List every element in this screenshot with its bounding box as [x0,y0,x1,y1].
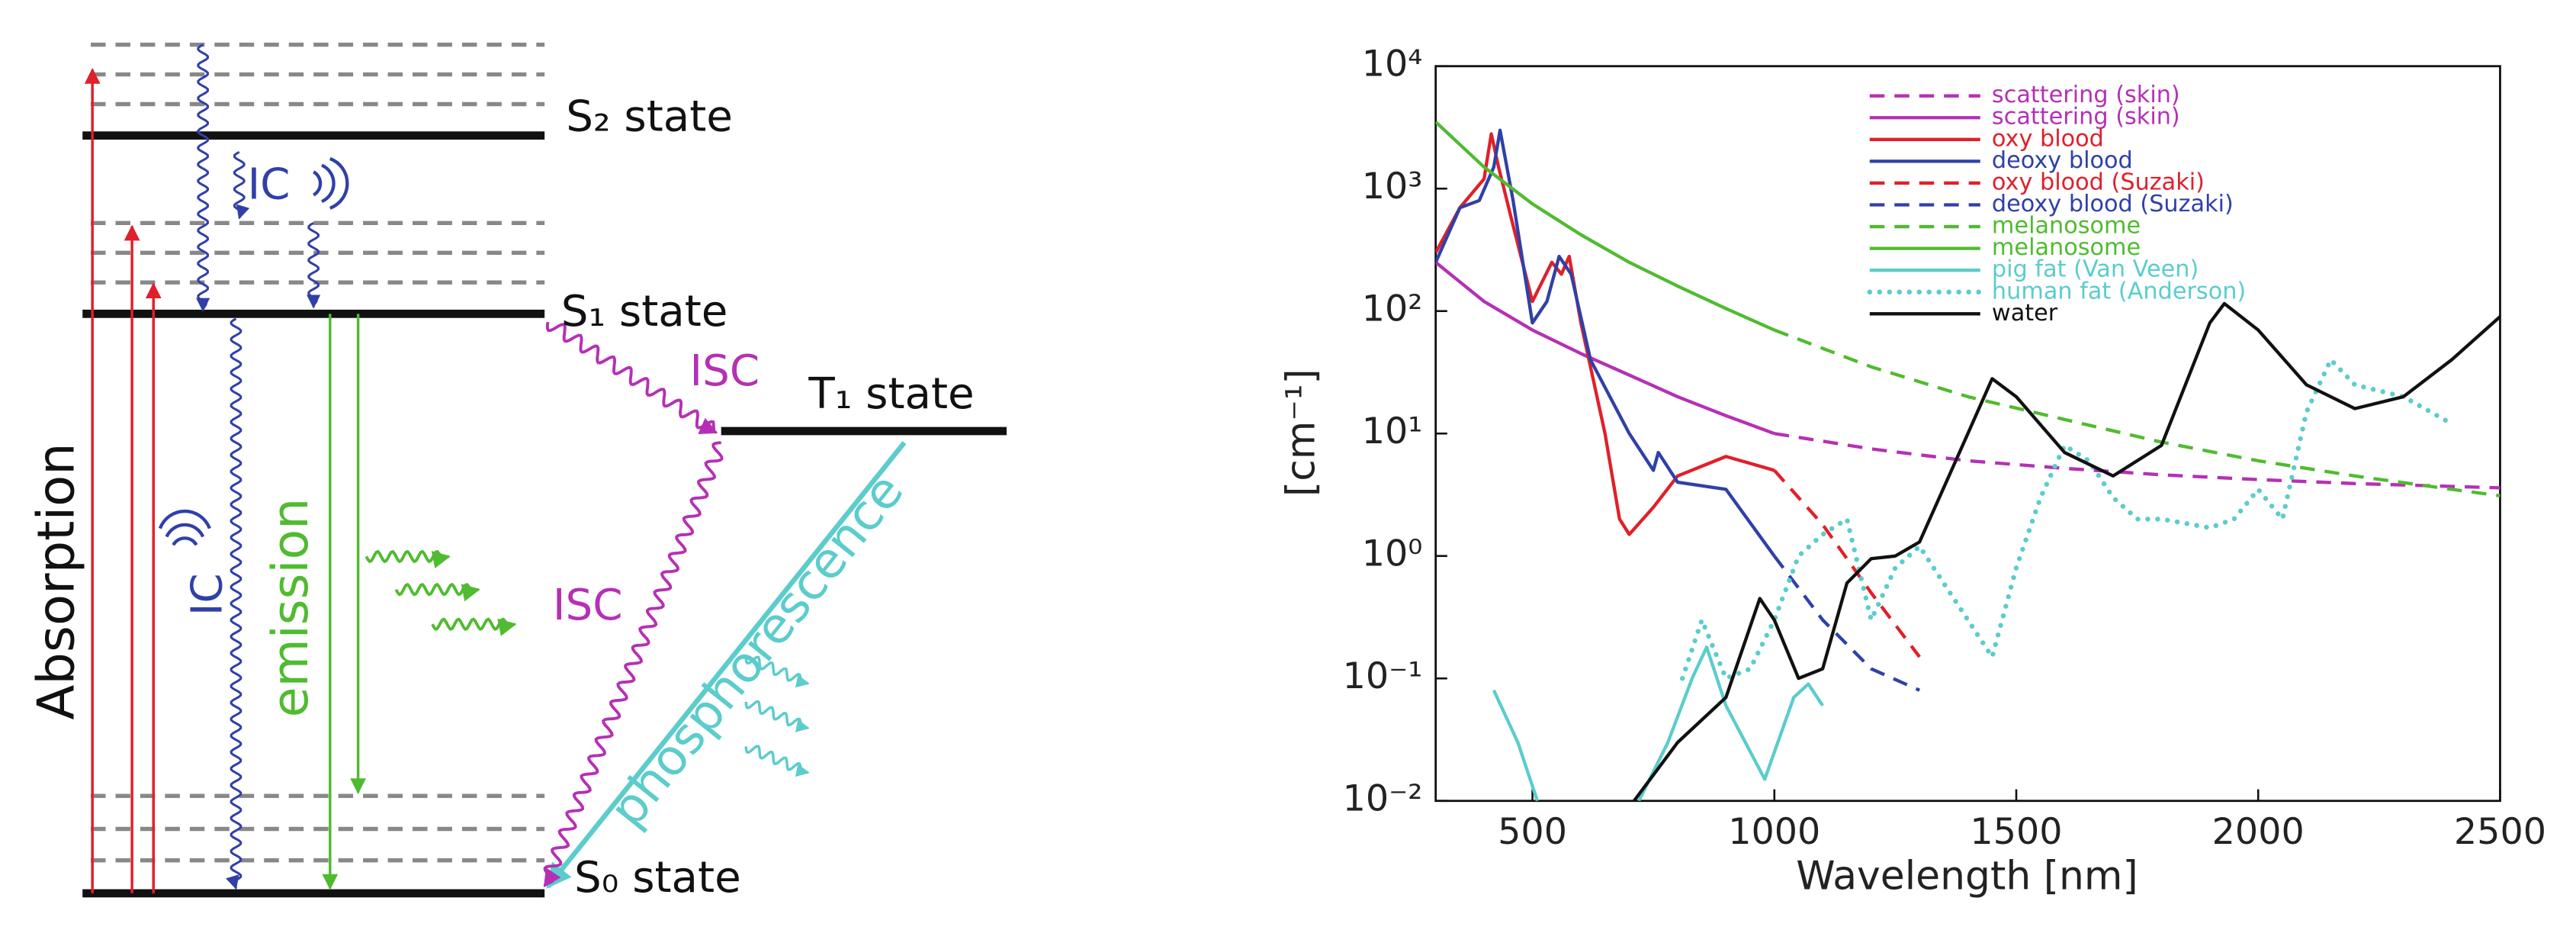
process-label: phosphorescence [599,463,914,838]
y-tick-label: 10² [1362,288,1423,330]
series-line [1435,261,1775,436]
y-axis-label: [cm⁻¹] [1279,369,1325,497]
wavy-arrow [196,43,210,312]
series-line [1773,555,1921,692]
wavy-arrow [744,655,810,688]
process-label: IC [182,573,232,616]
legend-label: melanosome [1992,213,2141,240]
x-axis-label: Wavelength [nm] [1796,853,2138,899]
legend-label: water [1992,300,2058,327]
legend-label: deoxy blood (Suzaki) [1992,191,2234,217]
legend-label: pig fat (Van Veen) [1992,256,2199,283]
emission-arrows [322,314,366,890]
series-line [1679,357,2455,681]
series-line [1435,128,1776,558]
vibrational-levels [91,42,545,863]
series-line [1633,301,2501,801]
wavy-arrow [431,617,517,636]
x-tick-label: 2500 [2454,811,2546,853]
state-label: S₂ state [566,92,733,142]
legend-label: scattering (skin) [1992,104,2180,130]
absorption-arrows [84,67,162,893]
sound-icons [158,156,349,546]
series-line [1492,645,1824,801]
y-tick-label: 10⁻² [1343,778,1423,820]
legend-label: scattering (skin) [1992,82,2180,108]
legend-label: melanosome [1992,234,2141,261]
legend-label: oxy blood (Suzaki) [1992,169,2205,195]
wavy-arrow [543,441,724,888]
wavy-arrow [744,745,810,777]
series-line [1435,121,1775,332]
phosphorescence-arrow [545,441,907,889]
legend: scattering (skin)scattering (skin)oxy bl… [1867,82,2246,327]
process-label: IC [248,159,291,209]
x-tick-label: 1000 [1728,811,1820,853]
state-label: S₁ state [561,287,728,336]
process-label: Absorption [26,443,85,719]
wavy-arrow [545,321,718,435]
wavy-arrows [196,43,810,890]
y-tick-label: 10⁰ [1362,533,1423,575]
y-tick-label: 10⁴ [1362,43,1423,85]
process-label: ISC [690,346,760,396]
legend-label: oxy blood [1992,125,2104,152]
series-line [1773,469,1921,658]
series-lines [1435,121,2501,801]
energy-levels [82,131,1007,898]
jablonski-diagram: S₂ state S₁ state T₁ state S₀ state IC I… [26,42,1007,903]
wavy-arrow [307,221,321,309]
process-label: ISC [553,581,623,630]
wavy-arrow [394,582,480,602]
x-tick-label: 2000 [2212,811,2305,853]
state-label: S₀ state [574,853,741,903]
series-line [1435,132,1775,536]
chart: Wavelength [nm] [cm⁻¹] 10⁻² 10⁻¹ 10⁰ 10¹ 10²… [1279,43,2546,900]
legend-label: human fat (Anderson) [1992,278,2246,304]
process-label: emission [262,498,320,718]
y-tick-label: 10⁻¹ [1343,655,1423,697]
legend-label: deoxy blood [1992,147,2133,174]
wavy-arrow [233,150,250,220]
x-tick-label: 500 [1498,811,1567,853]
x-tick-label: 1500 [1970,811,2062,853]
wavy-arrow [365,549,451,569]
wavy-arrow [226,317,243,890]
wavy-arrow [744,700,810,732]
state-label: T₁ state [808,369,974,419]
series-line [1773,328,2501,497]
y-tick-label: 10³ [1362,166,1423,208]
y-tick-label: 10¹ [1362,410,1423,452]
